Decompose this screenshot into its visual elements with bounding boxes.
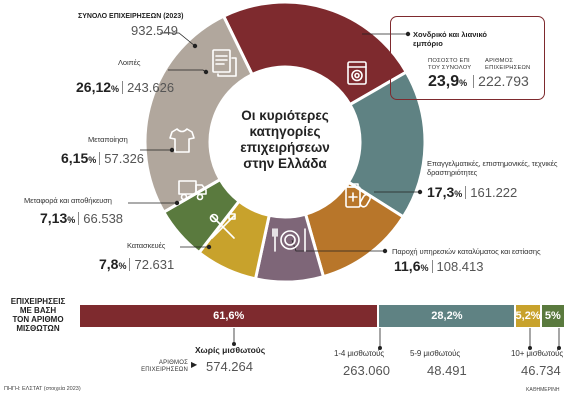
seg-label-none: Χωρίς μισθωτούς: [195, 345, 266, 355]
value-trade: 23,9% 222.793: [428, 73, 529, 90]
source-note: ΠΗΓΗ: ΕΛΣΤΑΤ (στοιχεία 2023): [4, 386, 81, 392]
bar-segment-label: 61,6%: [213, 310, 245, 322]
center-title: Οι κυριότερες κατηγορίες επιχειρήσεων στ…: [240, 108, 330, 171]
bar-segment-10plus: 5%: [541, 305, 564, 327]
seg-label-5-9: 5-9 μισθωτούς: [410, 349, 461, 358]
total-label: ΣΥΝΟΛΟ ΕΠΙΧΕΙΡΗΣΕΩΝ (2023): [78, 13, 184, 20]
bar-segment-none: 61,6%: [80, 305, 378, 327]
bar-segment-5-9: 5,2%: [515, 305, 541, 327]
leader-line: [160, 32, 196, 47]
plate-icon: [272, 228, 306, 252]
label-professional: Επαγγελματικές, επιστημονικές, τεχνικές …: [427, 159, 558, 177]
label-transport: Μεταφορά και αποθήκευση: [24, 196, 112, 205]
value-professional: 17,3% 161.222: [427, 184, 518, 200]
bar-segment-label: 28,2%: [431, 310, 463, 322]
label-construction: Κατασκευές: [127, 241, 166, 250]
value-accommodation: 11,6% 108.413: [394, 258, 484, 274]
seg-value-none: 574.264: [206, 359, 253, 374]
arrow-icon: ▶: [191, 360, 198, 369]
seg-value-10plus: 46.734: [521, 363, 561, 378]
label-accommodation: Παροχή υπηρεσιών καταλύματος και εστίαση…: [392, 247, 541, 256]
pct-caption: ΠΟΣΟΣΤΟ ΕΠΙ ΤΟΥ ΣΥΝΟΛΟΥ: [428, 58, 472, 71]
value-transport: 7,13% 66.538: [40, 210, 124, 226]
shirt-icon: [169, 128, 195, 153]
leader-dot: [405, 31, 411, 37]
medical-icon: [345, 183, 371, 208]
num-caption: ΑΡΙΘΜΟΣ ΕΠΙΧΕΙΡΗΣΕΩΝ: [485, 58, 531, 71]
leader-dot: [382, 248, 388, 254]
leader-dot: [206, 244, 212, 250]
highlight-box: [390, 16, 545, 100]
value-other: 26,12% 243.626: [76, 79, 175, 95]
leader-dot: [192, 43, 198, 49]
value-construction: 7,8% 72.631: [99, 256, 175, 272]
leader-dot: [203, 69, 209, 75]
label-other: Λοιπές: [118, 58, 141, 67]
count-caption: ΑΡΙΘΜΟΣ ΕΠΙΧΕΙΡΗΣΕΩΝ: [141, 360, 188, 373]
value-manufacturing: 6,15% 57.326: [61, 150, 145, 166]
leader-dot: [417, 189, 423, 195]
credit: ΚΑΘΗΜΕΡΙΝΗ: [526, 387, 560, 393]
bar-segment-1-4: 28,2%: [379, 305, 515, 327]
label-trade: Χονδρικό και λιανικό εμπόριο: [413, 30, 487, 48]
seg-value-5-9: 48.491: [427, 363, 467, 378]
bar-segment-label: 5,2%: [515, 310, 541, 322]
tools-icon: [209, 213, 236, 239]
icons-layer: [0, 0, 571, 300]
label-manufacturing: Μεταποίηση: [88, 135, 128, 144]
truck-icon: [178, 180, 207, 201]
seg-label-10plus: 10+ μισθωτούς: [511, 349, 564, 358]
seg-value-1-4: 263.060: [343, 363, 390, 378]
washing-machine-icon: [347, 61, 367, 85]
total-value: 932.549: [131, 23, 178, 38]
employees-title: ΕΠΙΧΕΙΡΗΣΕΙΣ ΜΕ ΒΑΣΗ ΤΟΝ ΑΡΙΘΜΟ ΜΙΣΘΩΤΩΝ: [10, 297, 66, 333]
document-icon: [212, 49, 237, 77]
seg-label-1-4: 1-4 μισθωτούς: [334, 349, 385, 358]
leader-dot: [169, 147, 175, 153]
bar-segment-label: 5%: [544, 310, 561, 322]
leader-dot: [174, 200, 180, 206]
donut-slice-other: [143, 14, 255, 215]
